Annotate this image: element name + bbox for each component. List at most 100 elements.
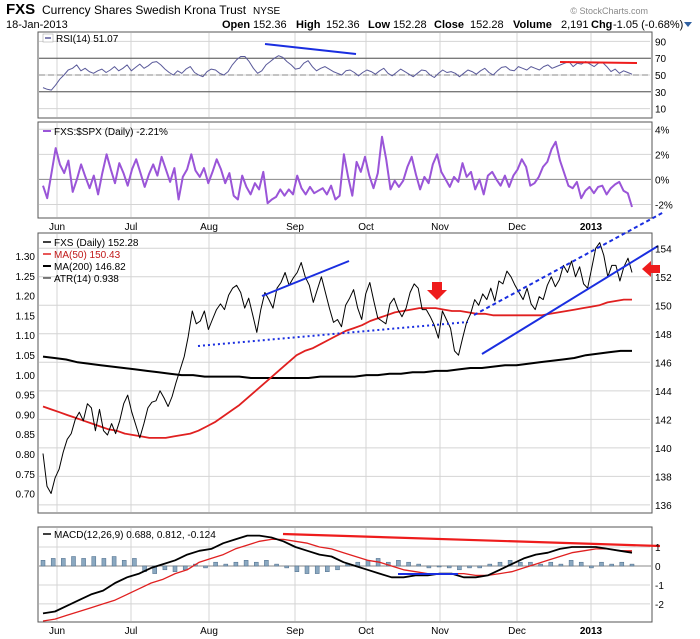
macd-histogram-bar — [426, 565, 432, 569]
price-tick-label: 150 — [655, 301, 672, 312]
atr-tick-label: 0.70 — [16, 490, 36, 501]
price-trendline-top — [261, 260, 350, 297]
high-value: 152.36 — [326, 19, 360, 31]
macd-signal-line — [42, 538, 632, 622]
macd-histogram-bar — [304, 565, 310, 574]
relative-legend-text: FXS:$SPX (Daily) -2.21% — [54, 127, 168, 138]
month-label: Dec — [508, 626, 526, 637]
rsi-blue-trendline — [264, 43, 357, 55]
macd-histogram-bar — [518, 561, 523, 567]
macd-histogram-bar — [436, 565, 442, 568]
month-label: Nov — [431, 626, 449, 637]
macd-histogram-bar — [619, 561, 625, 567]
macd-histogram-bar — [213, 561, 218, 567]
macd-histogram-bar — [548, 561, 554, 567]
macd-histogram-bar — [599, 561, 604, 567]
atr-tick-label: 1.10 — [16, 331, 36, 342]
volume-label: Volume — [513, 19, 552, 31]
macd-histogram-bar — [61, 558, 66, 567]
atr-tick-label: 0.80 — [16, 450, 36, 461]
price-legend-ma50: MA(50) 150.43 — [54, 250, 121, 261]
macd-histogram-bar — [121, 560, 127, 567]
rsi-legend-text: RSI(14) 51.07 — [56, 34, 119, 45]
month-label: 2013 — [580, 626, 603, 637]
price-tick-label: 142 — [655, 415, 672, 426]
month-label: Sep — [286, 626, 304, 637]
atr-tick-label: 0.75 — [16, 470, 36, 481]
atr-tick-label: 0.95 — [16, 391, 36, 402]
macd-histogram-bar — [254, 561, 259, 567]
price-tick-label: 152 — [655, 273, 672, 284]
macd-histogram-bar — [314, 565, 320, 574]
relative-tick-label: -2% — [655, 200, 673, 211]
month-label: Jun — [49, 626, 65, 637]
low-value: 152.28 — [393, 19, 427, 31]
down-arrow-icon — [427, 282, 447, 300]
rsi-tick-label: 90 — [655, 37, 667, 48]
month-label: Oct — [358, 626, 374, 637]
macd-tick-label: 0 — [655, 562, 661, 573]
macd-histogram-bar — [101, 558, 107, 567]
ma50-line — [42, 298, 632, 439]
close-value: 152.28 — [470, 19, 504, 31]
dropdown-caret-icon[interactable] — [684, 22, 692, 27]
price-channel-lower — [481, 245, 659, 355]
macd-histogram-bar — [538, 563, 543, 567]
relative-tick-label: 4% — [655, 125, 670, 136]
macd-tick-label: -1 — [655, 581, 664, 592]
macd-histogram-bar — [294, 565, 300, 572]
macd-histogram-bar — [81, 558, 86, 567]
macd-histogram-bar — [396, 560, 401, 567]
month-label: Sep — [286, 222, 304, 233]
rsi-red-trendline — [559, 61, 638, 64]
macd-legend: MACD(12,26,9) 0.688, 0.812, -0.124 — [43, 530, 216, 541]
price-tick-label: 138 — [655, 472, 672, 483]
open-value: 152.36 — [253, 19, 287, 31]
price-tick-label: 140 — [655, 444, 672, 455]
atr-tick-label: 0.90 — [16, 410, 36, 421]
ma200-line — [42, 349, 632, 379]
symbol: FXS — [6, 1, 35, 18]
month-label: Nov — [431, 222, 449, 233]
annotations — [197, 43, 665, 575]
price-tick-label: 144 — [655, 387, 672, 398]
macd-line — [42, 534, 633, 615]
macd-histogram-bar — [589, 565, 594, 569]
macd-histogram-bar — [71, 556, 76, 567]
relative-tick-label: 0% — [655, 175, 670, 186]
macd-histogram-bar — [406, 561, 411, 567]
price-tick-label: 146 — [655, 358, 672, 369]
security-name: Currency Shares Swedish Krona Trust — [42, 3, 247, 17]
atr-tick-label: 1.05 — [16, 351, 36, 362]
macd-histogram-bar — [162, 565, 168, 571]
close-label: Close — [434, 19, 464, 31]
volume-value: 2,191 — [561, 19, 589, 31]
macd-histogram-bar — [467, 565, 472, 569]
price-tick-label: 148 — [655, 330, 672, 341]
macd-histogram-bar — [497, 561, 503, 567]
price-legend-ma200: MA(200) 146.82 — [54, 262, 126, 273]
open-label: Open — [222, 19, 250, 31]
rsi-line — [42, 55, 633, 91]
macd-histogram-bar — [132, 558, 137, 567]
macd-panel — [37, 526, 653, 623]
price-legend-fxs: FXS (Daily) 152.28 — [54, 238, 139, 249]
macd-histogram-bar — [477, 565, 482, 569]
price-legend-atr: ATR(14) 0.938 — [54, 274, 119, 285]
macd-histogram-bar — [558, 563, 564, 567]
macd-histogram-bar — [609, 563, 614, 567]
price-tick-label: 136 — [655, 501, 672, 512]
macd-histogram-bar — [50, 558, 56, 567]
relative-tick-label: 2% — [655, 150, 670, 161]
macd-histogram-bar — [172, 565, 178, 572]
axis-labels: Jun Jul Aug Sep Oct Nov Dec 2013 Jun Jul Aug Sep Oct… — [16, 37, 673, 637]
rsi-legend: RSI(14) 51.07 — [42, 33, 119, 45]
macd-histogram-bar — [578, 561, 584, 567]
month-label: Aug — [200, 222, 218, 233]
month-label: Dec — [508, 222, 526, 233]
atr-tick-label: 0.85 — [16, 430, 36, 441]
rsi-tick-label: 50 — [655, 71, 667, 82]
macd-tick-label: 1 — [655, 543, 661, 554]
month-label: Jul — [125, 626, 138, 637]
